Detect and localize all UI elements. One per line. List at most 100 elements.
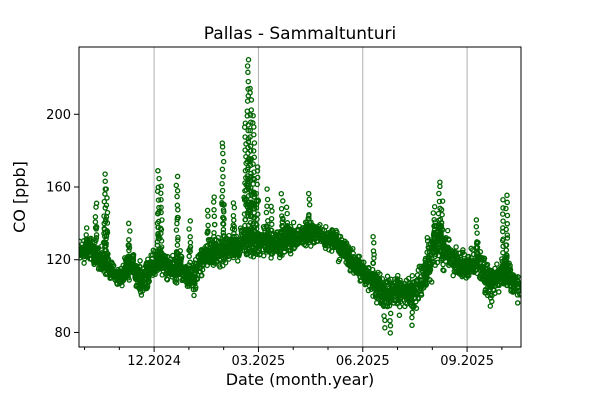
data-point xyxy=(263,209,270,216)
data-point xyxy=(431,229,437,236)
data-point xyxy=(445,236,452,242)
data-point xyxy=(230,212,237,219)
data-point xyxy=(268,215,275,222)
data-point xyxy=(154,220,161,227)
data-point xyxy=(346,262,352,268)
data-point xyxy=(244,166,251,173)
data-point xyxy=(137,258,143,264)
data-point xyxy=(268,227,274,233)
data-point xyxy=(269,208,275,214)
scatter-points xyxy=(79,56,521,336)
data-point xyxy=(387,317,393,324)
data-point xyxy=(496,289,502,295)
data-point xyxy=(159,255,165,261)
data-point xyxy=(113,274,119,281)
data-point xyxy=(126,255,132,261)
y-tick-label: 160 xyxy=(46,181,71,196)
data-point xyxy=(504,264,510,271)
data-point xyxy=(430,210,437,216)
data-point xyxy=(103,186,109,192)
data-point xyxy=(231,204,238,211)
data-point xyxy=(158,183,164,189)
data-point xyxy=(92,246,99,252)
data-point xyxy=(279,239,285,246)
data-point xyxy=(403,292,410,299)
data-point xyxy=(103,202,110,208)
data-point xyxy=(210,251,217,257)
data-point xyxy=(248,97,255,103)
data-point xyxy=(424,266,430,273)
data-point xyxy=(382,325,388,331)
data-point xyxy=(263,247,269,254)
data-point xyxy=(210,262,217,268)
data-point xyxy=(306,213,312,219)
data-point xyxy=(205,250,211,257)
data-point xyxy=(306,196,313,202)
data-point xyxy=(219,194,225,200)
data-point xyxy=(222,260,229,266)
data-point xyxy=(220,158,227,165)
x-axis-label: Date (month.year) xyxy=(226,370,375,389)
data-point xyxy=(425,254,432,261)
data-point xyxy=(482,265,489,272)
data-point xyxy=(237,225,244,231)
data-point xyxy=(403,277,410,284)
data-point xyxy=(205,247,212,253)
data-point xyxy=(114,280,120,286)
data-point xyxy=(247,219,254,226)
data-point xyxy=(104,228,110,234)
x-tick-label: 12.2024 xyxy=(127,354,181,369)
data-point xyxy=(244,234,250,241)
data-point xyxy=(157,235,163,241)
data-point xyxy=(112,271,118,278)
data-point xyxy=(450,272,456,279)
data-point xyxy=(269,221,275,228)
data-point xyxy=(500,249,506,256)
data-point xyxy=(235,258,241,264)
data-point xyxy=(103,243,109,249)
data-point xyxy=(138,292,145,298)
data-point xyxy=(514,292,521,298)
data-point xyxy=(431,259,437,265)
data-point xyxy=(382,285,389,292)
x-tick-label: 03.2025 xyxy=(232,354,286,369)
data-point xyxy=(220,221,227,227)
data-point xyxy=(370,233,376,240)
data-point xyxy=(210,246,217,252)
data-point xyxy=(172,279,178,285)
data-point xyxy=(237,248,243,254)
data-point xyxy=(268,203,274,210)
data-point xyxy=(174,188,181,194)
y-tick-label: 120 xyxy=(46,253,71,268)
data-point xyxy=(444,227,451,234)
data-point xyxy=(396,288,402,294)
data-point xyxy=(500,205,506,211)
data-point xyxy=(359,272,365,278)
data-point xyxy=(145,279,152,286)
data-point xyxy=(503,247,510,253)
data-point xyxy=(187,239,194,246)
data-point xyxy=(124,269,130,275)
data-point xyxy=(245,78,252,85)
data-point xyxy=(395,272,401,279)
data-point xyxy=(206,237,212,244)
gridlines xyxy=(153,47,468,347)
data-point xyxy=(448,247,454,253)
data-point xyxy=(83,225,90,231)
data-point xyxy=(422,280,428,286)
data-point xyxy=(270,246,277,252)
data-point xyxy=(241,194,247,201)
data-point xyxy=(251,140,258,146)
data-point xyxy=(382,317,388,324)
chart-title: Pallas - Sammaltunturi xyxy=(204,24,396,44)
data-point xyxy=(155,210,161,217)
data-point xyxy=(129,269,136,275)
data-point xyxy=(514,281,520,287)
data-point xyxy=(426,257,432,263)
data-point xyxy=(504,192,510,199)
data-point xyxy=(483,262,489,268)
data-point xyxy=(387,297,393,304)
data-point xyxy=(174,173,181,180)
data-point xyxy=(190,280,196,286)
data-point xyxy=(197,259,203,266)
